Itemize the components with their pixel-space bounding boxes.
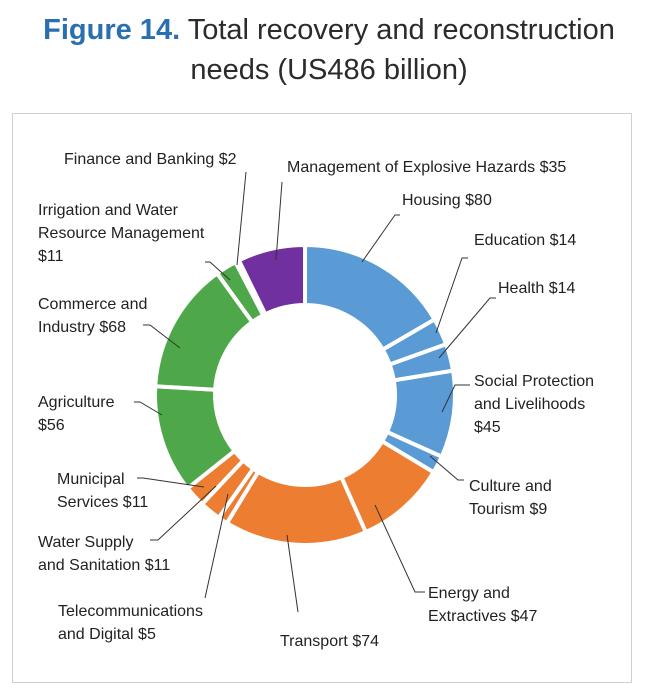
slice-label-line: and Digital $5 [58,626,156,643]
slice-label-line: and Livelihoods [474,396,585,413]
chart-title: Figure 14. Total recovery and reconstruc… [0,10,658,90]
slice-label-line: Telecommunications [58,603,203,620]
slice-label-line: Agriculture [38,394,115,411]
slice-label: Municipal Services $11 [57,471,148,511]
slice-label-line: Water Supply [38,534,133,551]
chart-frame [12,113,632,683]
slice-label-line: $56 [38,417,65,434]
leader-line [374,504,425,593]
slice-label-line: Social Protection [474,373,594,390]
slice-label: Telecommunications and Digital $5 [58,603,203,643]
slice-label-line: Culture and [469,478,552,495]
leader-line [137,477,205,488]
slice-label-line: Commerce and [38,296,147,313]
slice-label-line: Finance and Banking $2 [64,151,237,168]
leader-line [275,181,283,261]
slice-label-line: Management of Explosive Hazards $35 [287,159,566,176]
leader-line [435,257,468,334]
slice-label-line: Health $14 [498,280,575,297]
slice-label-line: Education $14 [474,232,576,249]
leader-line [429,455,464,481]
slice-label: Housing $80 [402,192,492,209]
slice-label-line: Energy and [428,585,510,602]
slice-label: Irrigation and Water Resource Management $… [38,202,205,265]
leader-line [150,485,217,541]
title-line-2: needs (US486 billion) [190,54,468,86]
slice-label: Health $14 [498,280,575,297]
slice-label: Finance and Banking $2 [64,151,237,168]
slice-label: Energy and Extractives $47 [428,585,537,625]
slice-label-line: Municipal [57,471,125,488]
slice-label-line: Housing $80 [402,192,492,209]
slice-label: Water Supply and Sanitation $11 [38,534,170,574]
slice-label: Transport $74 [280,633,379,650]
leader-line [134,401,163,416]
slice-label-line: Tourism $9 [469,501,547,518]
figure-number: Figure 14. [43,14,181,46]
slice-label-line: and Sanitation $11 [38,557,170,574]
slice-label: Commerce and Industry $68 [38,296,147,336]
slice-label: Management of Explosive Hazards $35 [287,159,566,176]
leader-line [286,534,299,613]
leader-line [205,261,231,281]
slice-label-line: Services $11 [57,494,148,511]
slice-label: Education $14 [474,232,576,249]
leader-line [438,297,496,359]
slice-label-line: Irrigation and Water [38,202,179,219]
slice-label-line: Industry $68 [38,319,126,336]
title-line-1: Total recovery and reconstruction [187,14,615,46]
slice-label-line: $45 [474,419,501,436]
slice-label: Social Protection and Livelihoods $45 [474,373,594,436]
leader-line [441,384,470,413]
leader-line [204,493,229,599]
slice-label: Culture and Tourism $9 [469,478,552,518]
slice-label-line: $11 [38,248,64,265]
slice-label-line: Transport $74 [280,633,379,650]
slice-label-line: Resource Management [38,225,205,242]
leader-line [236,171,247,266]
slice-label: Agriculture $56 [38,394,115,434]
leader-line [143,324,181,349]
donut-slice [236,242,307,317]
slice-label-line: Extractives $47 [428,608,537,625]
leader-line [361,214,400,263]
